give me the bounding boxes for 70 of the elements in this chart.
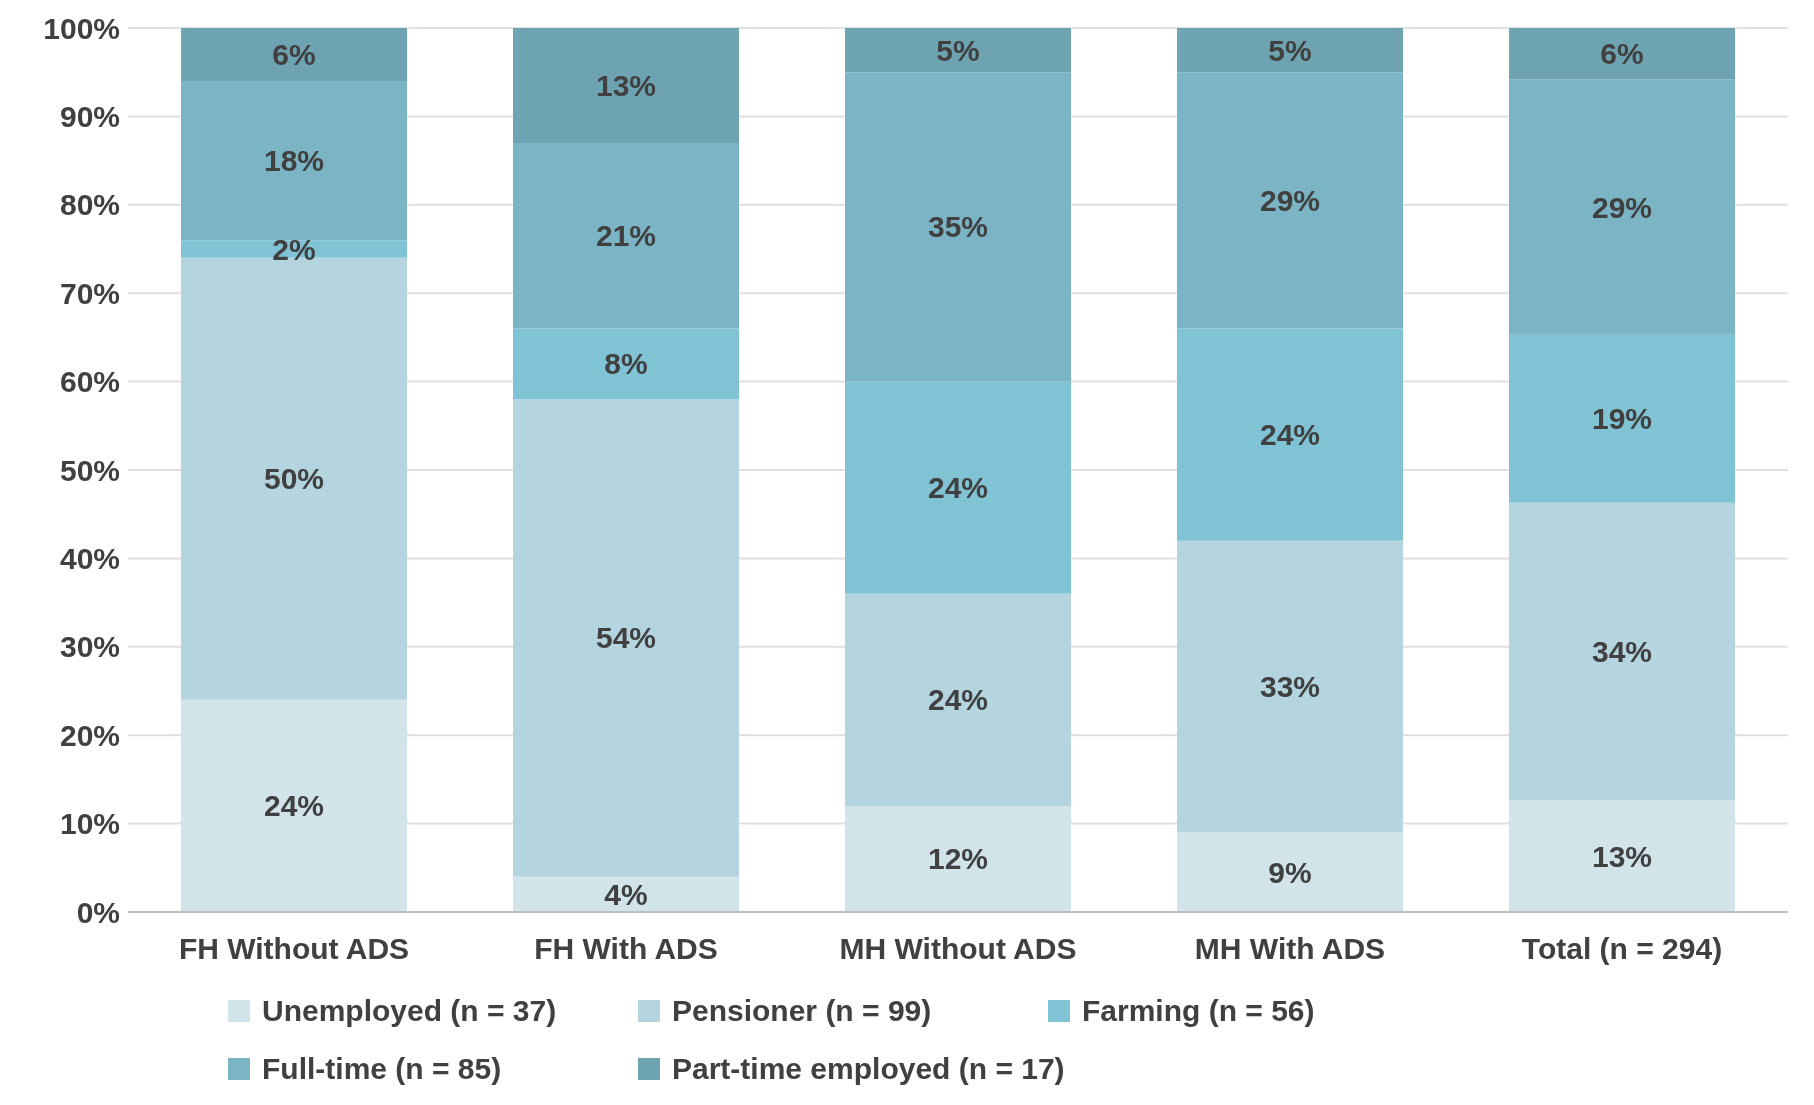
x-tick-label: FH Without ADS: [178, 932, 410, 966]
bar: [1177, 832, 1403, 912]
bar: [1177, 540, 1403, 833]
y-tick-label: 70%: [59, 276, 120, 310]
y-tick-label: 50%: [59, 453, 120, 487]
data-label: 54%: [595, 621, 657, 655]
legend-label: Full-time (n = 85): [262, 1052, 502, 1086]
data-label: 5%: [936, 33, 980, 67]
legend-label: Unemployed (n = 37): [262, 994, 557, 1028]
data-label: 33%: [1259, 670, 1321, 704]
bar: [181, 81, 407, 241]
bar: [1509, 28, 1735, 80]
data-label: 2%: [272, 232, 316, 266]
data-label: 18%: [263, 144, 325, 178]
data-label: 12%: [927, 842, 989, 876]
y-tick-label: 30%: [59, 630, 120, 664]
y-tick-label: 40%: [59, 542, 120, 576]
bar: [181, 28, 407, 82]
bar: [513, 328, 739, 400]
data-label: 4%: [604, 877, 648, 911]
bar: [845, 381, 1071, 594]
data-label: 8%: [604, 347, 648, 381]
y-tick-label: 80%: [59, 188, 120, 222]
y-tick-label: 10%: [59, 807, 120, 841]
data-label: 29%: [1259, 183, 1321, 217]
bar: [845, 28, 1071, 73]
data-label: 50%: [263, 462, 325, 496]
bar: [513, 28, 739, 143]
data-label: 13%: [595, 68, 657, 102]
bar: [1509, 502, 1735, 801]
bar: [845, 72, 1071, 382]
bar: [513, 399, 739, 877]
bar: [1177, 328, 1403, 541]
data-label: 6%: [272, 38, 316, 72]
y-tick-label: 90%: [59, 100, 120, 134]
bar: [181, 699, 407, 912]
data-label: 24%: [927, 471, 989, 505]
bar: [845, 805, 1071, 912]
x-tick-label: Total (n = 294): [1521, 932, 1723, 966]
y-tick-label: 0%: [76, 895, 120, 929]
x-tick-label: MH With ADS: [1194, 932, 1386, 966]
y-tick-label: 20%: [59, 718, 120, 752]
bar: [1177, 28, 1403, 73]
data-label: 6%: [1600, 37, 1644, 71]
data-label: 19%: [1591, 402, 1653, 436]
x-tick-label: MH Without ADS: [839, 932, 1077, 966]
legend-label: Farming (n = 56): [1082, 994, 1315, 1028]
x-tick-label: FH With ADS: [534, 932, 718, 966]
data-label: 21%: [595, 219, 657, 253]
bar: [513, 142, 739, 329]
data-label: 29%: [1591, 190, 1653, 224]
data-label: 13%: [1591, 839, 1653, 873]
data-label: 5%: [1268, 33, 1312, 67]
bar: [1509, 334, 1735, 503]
data-label: 24%: [263, 789, 325, 823]
legend-label: Pensioner (n = 99): [672, 994, 932, 1028]
data-label: 9%: [1268, 855, 1312, 889]
y-tick-label: 100%: [43, 11, 120, 45]
bar: [513, 876, 739, 912]
data-label: 34%: [1591, 635, 1653, 669]
bar: [181, 240, 407, 258]
y-tick-label: 60%: [59, 365, 120, 399]
bar: [1177, 72, 1403, 329]
legend-label: Part-time employed (n = 17): [672, 1052, 1065, 1086]
bar: [845, 593, 1071, 806]
data-label: 35%: [927, 210, 989, 244]
bar: [1509, 79, 1735, 335]
data-label: 24%: [927, 683, 989, 717]
bar: [1509, 800, 1735, 912]
data-label: 24%: [1259, 418, 1321, 452]
